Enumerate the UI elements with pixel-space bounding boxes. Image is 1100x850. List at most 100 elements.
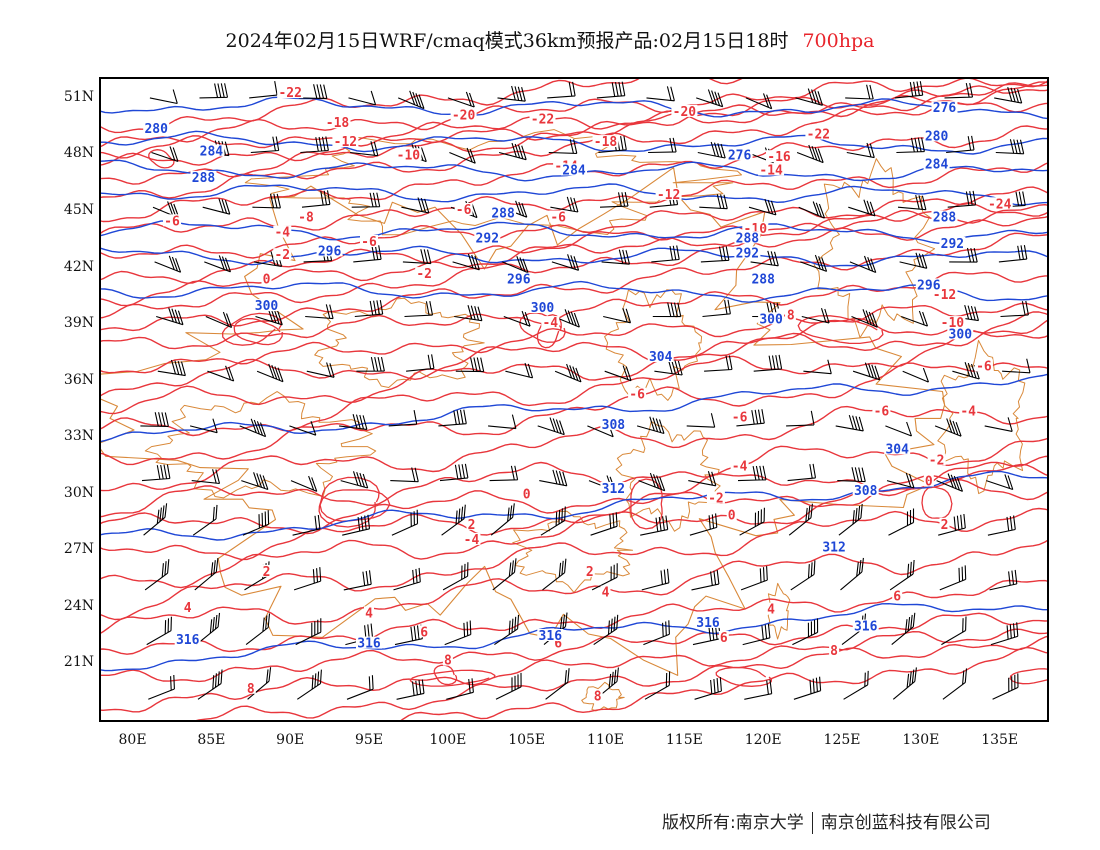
temperature-contour [148,149,175,169]
wind-barb [651,245,680,263]
geopotential-contour-label: 308 [602,418,626,433]
contour-label-background [734,231,761,244]
temperature-contour-label: 0 [523,488,531,503]
wind-barb [994,87,1023,104]
wind-barb [902,367,930,383]
province-boundary [314,297,485,388]
wind-barb [787,463,817,482]
contour-label-background [726,508,737,521]
wind-barb [936,473,964,492]
contour-label-background [316,244,343,257]
wind-barb [542,558,567,591]
lat-tick-label: 27N [63,541,94,558]
hainan-boundary [581,681,625,712]
contour-label-background [474,231,501,244]
wind-barb [987,515,1016,536]
wind-barb [154,255,182,273]
lon-tick-label: 100E [429,732,467,748]
lon-tick-label: 125E [823,732,861,748]
geopotential-contour [101,245,1047,267]
contour-label-background [297,210,315,223]
wind-barb [301,190,331,208]
lon-tick-label: 90E [276,732,305,748]
contour-label-background [600,417,627,430]
contour-label-background [884,442,911,455]
lat-tick-label: 42N [63,258,94,275]
wind-barb [995,139,1025,155]
wind-barb [1000,300,1029,318]
wind-barb [984,417,1013,432]
lat-tick-label: 30N [63,484,94,501]
wind-barb [640,515,669,536]
contour-label-background [915,278,942,291]
wind-barb [489,465,519,482]
geopotential-contour-label: 276 [933,101,957,116]
wind-barb [848,199,876,217]
wind-barb [293,567,322,591]
wind-barb [490,503,515,536]
wind-barb [901,310,929,327]
wind-barb [452,253,480,271]
wind-barb [239,418,267,438]
contour-label-background [584,564,595,577]
contour-label-background [190,170,217,183]
temperature-contour-label: -12 [334,135,357,150]
contour-label-background [529,301,556,313]
contour-label-background [655,187,682,200]
wind-barb [886,472,915,489]
contour-label-background [872,404,891,417]
geopotential-contour [101,470,1047,541]
geopotential-contour-label: 308 [854,484,878,499]
contour-label-background [600,482,627,494]
wind-barb [547,81,576,99]
temperature-contour-label: -20 [452,109,476,124]
contour-label-background [450,108,477,121]
lon-tick-label: 85E [197,732,226,748]
geopotential-contour-label: 280 [144,122,168,137]
contour-label-background [947,327,974,340]
wind-barb [688,471,717,487]
temperature-contour-label: -4 [732,459,748,474]
geopotential-contour-label: 316 [357,637,381,652]
wind-barb [739,507,765,536]
map-frame: -22-20-22-20-18-12-10-18-14-22-16-14-12-… [99,77,1049,722]
contour-label-background [986,197,1013,210]
contour-label-background [521,487,532,500]
geopotential-contour-label: 288 [751,273,775,288]
contour-label-background [805,127,832,140]
wind-barb [406,354,435,372]
temperature-contour [101,79,1047,148]
geopotential-contour-label: 276 [728,148,752,163]
geopotential-contour-label: 292 [941,237,964,252]
contour-label-background [758,163,785,176]
wind-barb [388,409,418,427]
wind-barb [245,613,271,646]
wind-barb [852,362,881,381]
wind-barb [505,362,534,379]
footer-right: 南京创蓝科技有限公司 [820,813,991,833]
wind-barb [892,667,917,700]
wind-barb [694,677,722,700]
temperature-contour-label: -6 [164,214,180,229]
contour-label-background [553,636,564,649]
wind-barb [492,558,517,591]
temperature-contour-label: -6 [732,410,748,425]
contour-label-background [174,632,201,645]
wind-barb [149,89,178,105]
temperature-contour-label: -6 [874,405,890,420]
wind-barb [986,474,1014,491]
wind-barb [652,302,682,318]
wind-barb [990,622,1019,646]
wind-barb [192,504,218,536]
wind-barb [396,679,425,700]
wind-barb [401,197,430,214]
temperature-contour-label: -4 [464,533,480,548]
contour-label-background [395,148,422,161]
temperature-contour [101,317,1047,397]
geopotential-contour-label: 300 [531,301,555,316]
wind-barb [449,147,476,164]
contour-label-background [549,210,568,223]
temperature-contour-label: -8 [298,211,314,226]
wind-barb [800,254,828,272]
geopotential-contour-label: 312 [822,540,845,555]
